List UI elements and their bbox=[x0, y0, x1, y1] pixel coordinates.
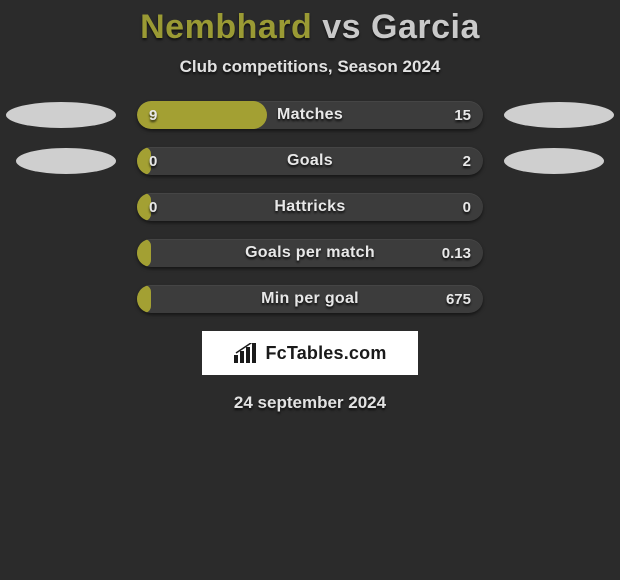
stat-bar: 9Matches15 bbox=[137, 101, 483, 129]
team-marker-left bbox=[6, 102, 116, 128]
stat-row: 0Goals2 bbox=[0, 147, 620, 175]
stat-label: Goals per match bbox=[137, 239, 483, 267]
stat-bar: 0Hattricks0 bbox=[137, 193, 483, 221]
stat-value-right: 2 bbox=[463, 147, 471, 175]
stat-value-right: 675 bbox=[446, 285, 471, 313]
stat-value-right: 0.13 bbox=[442, 239, 471, 267]
stat-bar: Min per goal675 bbox=[137, 285, 483, 313]
date-label: 24 september 2024 bbox=[0, 393, 620, 413]
team-marker-left bbox=[16, 148, 116, 174]
stat-row: 9Matches15 bbox=[0, 101, 620, 129]
player1-name: Nembhard bbox=[140, 8, 312, 46]
stat-bar: 0Goals2 bbox=[137, 147, 483, 175]
stat-label: Hattricks bbox=[137, 193, 483, 221]
logo-box: FcTables.com bbox=[202, 331, 418, 375]
team-marker-right bbox=[504, 102, 614, 128]
stat-value-right: 15 bbox=[454, 101, 471, 129]
stat-label: Goals bbox=[137, 147, 483, 175]
stat-row: Goals per match0.13 bbox=[0, 239, 620, 267]
logo-text: FcTables.com bbox=[265, 343, 386, 364]
subtitle: Club competitions, Season 2024 bbox=[0, 57, 620, 77]
chart-icon bbox=[233, 343, 259, 363]
title: Nembhard vs Garcia bbox=[0, 8, 620, 47]
stat-label: Min per goal bbox=[137, 285, 483, 313]
comparison-card: Nembhard vs Garcia Club competitions, Se… bbox=[0, 0, 620, 413]
stat-bar: Goals per match0.13 bbox=[137, 239, 483, 267]
team-marker-right bbox=[504, 148, 604, 174]
vs-label: vs bbox=[322, 8, 361, 46]
stat-row: 0Hattricks0 bbox=[0, 193, 620, 221]
stat-row: Min per goal675 bbox=[0, 285, 620, 313]
stat-value-right: 0 bbox=[463, 193, 471, 221]
player2-name: Garcia bbox=[371, 8, 480, 46]
stat-rows: 9Matches150Goals20Hattricks0Goals per ma… bbox=[0, 101, 620, 313]
stat-label: Matches bbox=[137, 101, 483, 129]
